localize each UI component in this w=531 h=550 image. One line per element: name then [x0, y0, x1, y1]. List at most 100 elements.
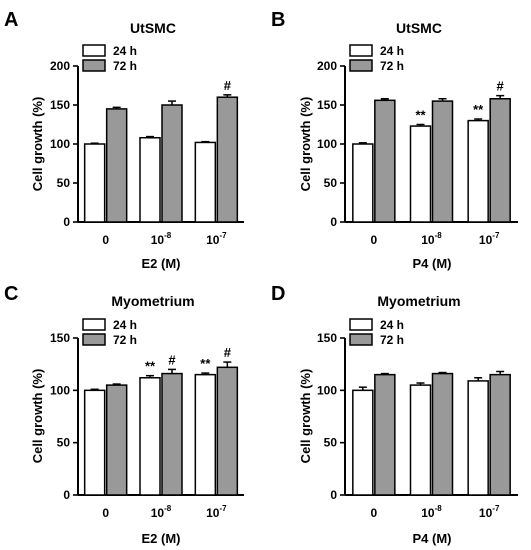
y-tick-label: 50 — [324, 176, 338, 190]
legend-label: 72 h — [380, 333, 404, 347]
x-tick-label: 0 — [370, 506, 377, 520]
y-tick-label: 200 — [317, 59, 337, 73]
bar-24h-1 — [409, 384, 432, 496]
bar-24h-2 — [194, 141, 217, 223]
x-tick-label: 10-8 — [151, 231, 172, 247]
y-tick-label: 50 — [324, 436, 338, 450]
chart-title: Myometrium — [111, 293, 194, 309]
y-tick-label: 0 — [330, 488, 337, 502]
bar-24h-0 — [352, 143, 374, 223]
significance-marker: # — [224, 345, 232, 360]
bar-24h-1 — [409, 125, 432, 223]
bar-24h-0 — [352, 389, 374, 496]
bar-24h-2 — [194, 373, 217, 496]
y-axis-label: Cell growth (%) — [30, 97, 45, 192]
bar-24h-0 — [83, 389, 106, 496]
x-tick-label: 10-8 — [421, 504, 442, 520]
x-tick-base: 10 — [479, 506, 493, 520]
bar-24h-1 — [139, 377, 161, 496]
y-tick-label: 100 — [317, 137, 337, 151]
panel-letter: C — [4, 283, 18, 305]
legend-swatch-24h — [349, 318, 373, 331]
legend-swatch-72h — [349, 333, 373, 346]
x-axis-label: E2 (M) — [142, 531, 181, 546]
bar-24h-2 — [467, 380, 489, 496]
bar-72h-0 — [105, 384, 128, 496]
y-tick-label: 100 — [317, 383, 337, 397]
legend-label: 24 h — [380, 318, 404, 332]
bar-72h-0 — [374, 99, 396, 223]
x-tick-exponent: -8 — [435, 504, 443, 513]
significance-marker: # — [497, 79, 505, 94]
x-tick-base: 10 — [479, 233, 493, 247]
bar-72h-2 — [489, 373, 511, 496]
x-tick-exponent: -7 — [219, 504, 227, 513]
y-axis-label: Cell growth (%) — [30, 369, 45, 464]
y-axis-label: Cell growth (%) — [298, 97, 313, 192]
legend-swatch-72h — [349, 59, 373, 72]
x-tick-label: 10-8 — [151, 504, 172, 520]
chart-title: UtSMC — [130, 20, 176, 36]
legend-label: 24 h — [380, 44, 404, 58]
y-tick-label: 0 — [330, 215, 337, 229]
x-tick-base: 0 — [370, 233, 377, 247]
bar-24h-2 — [467, 119, 489, 223]
significance-marker: ** — [200, 356, 211, 371]
y-tick-label: 50 — [57, 436, 71, 450]
bar-72h-1 — [161, 104, 183, 223]
legend-swatch-24h — [82, 318, 106, 331]
panel-letter: D — [271, 283, 285, 305]
x-axis-label: P4 (M) — [413, 531, 452, 546]
x-tick-label: 10-7 — [479, 231, 500, 247]
x-tick-base: 10 — [151, 233, 165, 247]
significance-marker: # — [224, 78, 232, 93]
x-tick-base: 10 — [421, 506, 435, 520]
significance-marker: ** — [145, 359, 156, 374]
x-tick-label: 10-7 — [206, 231, 227, 247]
chart-panel-b: B UtSMC 0 50 100 150 200 Cell growth (%) P4 (M) 0… — [271, 9, 518, 271]
y-tick-label: 150 — [317, 331, 337, 345]
y-tick-label: 100 — [50, 137, 70, 151]
x-tick-base: 10 — [151, 506, 165, 520]
bar-72h-2 — [489, 98, 511, 223]
legend-label: 72 h — [113, 59, 137, 73]
x-tick-base: 0 — [102, 506, 109, 520]
bar-72h-0 — [105, 108, 128, 223]
legend-swatch-72h — [82, 333, 106, 346]
bar-24h-0 — [83, 143, 106, 223]
bar-72h-1 — [161, 372, 183, 496]
x-tick-base: 0 — [102, 233, 109, 247]
legend-label: 72 h — [380, 59, 404, 73]
legend-label: 24 h — [113, 318, 137, 332]
y-tick-label: 50 — [57, 176, 71, 190]
x-tick-exponent: -7 — [492, 231, 500, 240]
chart-title: UtSMC — [396, 20, 442, 36]
x-tick-exponent: -7 — [219, 231, 227, 240]
y-tick-label: 200 — [50, 59, 70, 73]
x-tick-base: 10 — [206, 233, 220, 247]
bar-72h-0 — [374, 373, 396, 496]
x-tick-label: 0 — [370, 233, 377, 247]
y-tick-label: 150 — [50, 98, 70, 112]
panel-letter: B — [271, 9, 285, 31]
legend-label: 24 h — [113, 44, 137, 58]
x-tick-exponent: -8 — [435, 231, 443, 240]
x-tick-label: 0 — [102, 506, 109, 520]
x-tick-exponent: -8 — [164, 231, 172, 240]
x-tick-base: 0 — [370, 506, 377, 520]
legend-swatch-24h — [349, 44, 373, 57]
x-tick-label: 10-7 — [206, 504, 227, 520]
bar-72h-2 — [216, 96, 239, 223]
x-tick-base: 10 — [206, 506, 220, 520]
bar-72h-1 — [431, 100, 454, 223]
bar-72h-1 — [431, 372, 454, 496]
bar-24h-1 — [139, 137, 161, 223]
y-tick-label: 0 — [63, 215, 70, 229]
x-tick-label: 10-7 — [479, 504, 500, 520]
x-axis-label: E2 (M) — [142, 256, 181, 271]
y-tick-label: 0 — [63, 488, 70, 502]
panel-letter: A — [4, 9, 18, 31]
